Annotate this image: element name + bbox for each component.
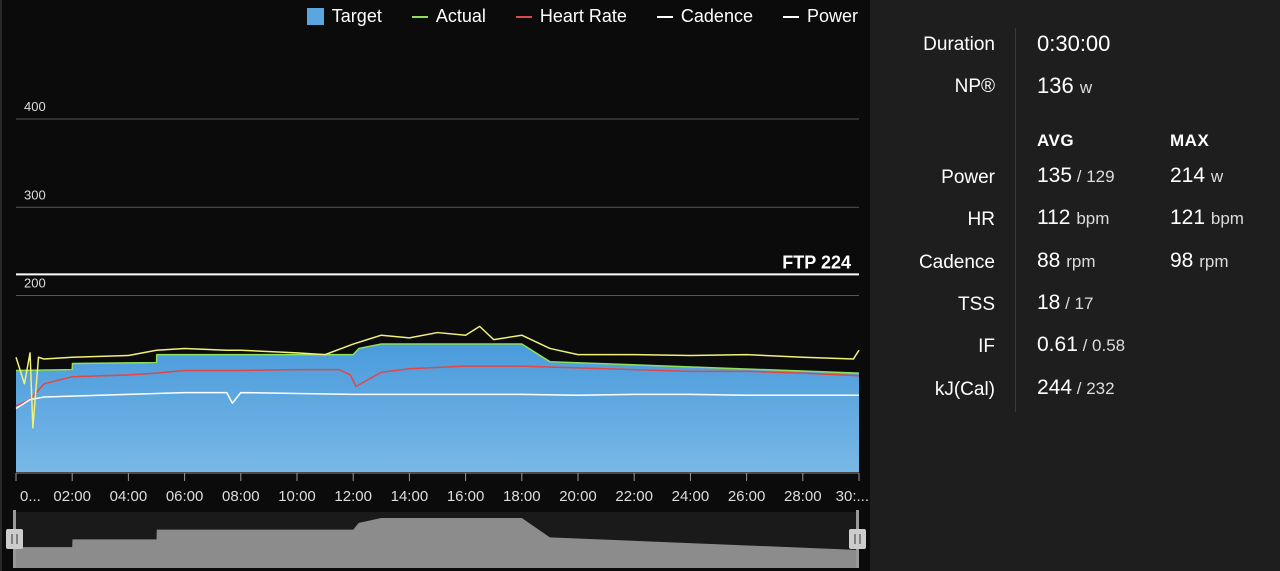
power-label: Power (941, 167, 995, 188)
avg-header: AVG (1037, 131, 1075, 150)
x-tick-label: 14:00 (391, 488, 429, 505)
actual-line (15, 343, 860, 374)
legend-cadence-label: Cadence (680, 6, 753, 26)
np-number: 136 (1037, 73, 1074, 98)
power-avg-target: 129 (1086, 167, 1115, 186)
legend-power[interactable]: Power (782, 6, 858, 27)
tss-avg-number: 18 (1037, 291, 1061, 314)
x-tick-label: 22:00 (615, 488, 653, 505)
legend-heart-rate-label: Heart Rate (539, 6, 627, 26)
power-avg-number: 135 (1037, 164, 1073, 187)
legend-actual-swatch (411, 15, 428, 18)
power-max: 214 w (1170, 164, 1223, 188)
hr-max-unit: bpm (1210, 209, 1244, 228)
kj-avg-sep: / (1072, 379, 1087, 398)
if-avg-number: 0.61 (1037, 333, 1078, 356)
ftp-label: FTP 224 (782, 252, 851, 272)
hr-avg: 112 bpm (1037, 206, 1109, 230)
legend-actual-label: Actual (435, 6, 486, 26)
legend-target[interactable]: Target (306, 6, 382, 27)
heart-rate-line (15, 365, 860, 407)
if-avg: 0.61 / 0.58 (1037, 333, 1125, 357)
cadence-max-number: 98 (1170, 249, 1194, 272)
tss-avg-sep: / (1060, 294, 1075, 313)
cadence-max: 98 rpm (1170, 249, 1228, 273)
if-avg-sep: / (1077, 336, 1093, 355)
overview-left-handle[interactable] (6, 529, 23, 549)
if-label: IF (978, 336, 995, 357)
x-tick-label: 02:00 (53, 488, 91, 505)
y-tick-label: 200 (24, 276, 46, 291)
x-tick-label: 20:00 (559, 488, 597, 505)
kj-avg: 244 / 232 (1037, 376, 1115, 400)
if-avg-target: 0.58 (1092, 336, 1126, 355)
tss-avg-target: 17 (1074, 294, 1094, 313)
power-line (15, 325, 860, 429)
power-max-number: 214 (1170, 164, 1206, 187)
hr-avg-unit: bpm (1076, 209, 1110, 228)
cadence-avg-unit: rpm (1066, 252, 1096, 271)
tss-avg: 18 / 17 (1037, 291, 1093, 315)
overview-area (16, 518, 859, 568)
legend-power-label: Power (806, 6, 858, 26)
legend-cadence[interactable]: Cadence (656, 6, 753, 27)
duration-value: 0:30:00 (1037, 31, 1111, 56)
np-label: NP® (954, 76, 995, 97)
x-tick-label: 08:00 (222, 488, 260, 505)
x-tick-label: 16:00 (447, 488, 485, 505)
x-tick-label: 06:00 (166, 488, 204, 505)
legend-power-swatch (782, 15, 799, 18)
power-avg-sep: / (1072, 167, 1087, 186)
np-unit: w (1079, 78, 1093, 97)
hr-label: HR (967, 209, 995, 230)
y-tick-label: 400 (24, 99, 46, 114)
cadence-line (15, 391, 859, 410)
x-tick-label: 26:00 (728, 488, 766, 505)
legend-heart-rate-swatch (515, 15, 532, 18)
x-tick-label: 04:00 (110, 488, 148, 505)
cadence-max-unit: rpm (1199, 252, 1229, 271)
x-tick-label: 28:00 (784, 488, 822, 505)
hr-max: 121 bpm (1170, 206, 1244, 230)
kj-label: kJ(Cal) (934, 379, 995, 400)
hr-avg-number: 112 (1037, 206, 1071, 229)
cadence-label: Cadence (918, 252, 995, 273)
power-max-unit: w (1210, 167, 1224, 186)
chart-panel: 200 300 400 FTP 224 0... 02:00 04:00 06:00 08:00… (0, 0, 870, 571)
legend-actual[interactable]: Actual (411, 6, 486, 27)
stats-panel: Duration 0:30:00 NP® 136 w AVG MAX Power… (870, 0, 1280, 571)
overview-right-handle[interactable] (849, 529, 866, 549)
x-tick-label: 24:00 (672, 488, 710, 505)
legend-heart-rate[interactable]: Heart Rate (515, 6, 627, 27)
tss-label: TSS (958, 294, 995, 315)
target-area (16, 344, 859, 472)
workout-chart: 200 300 400 FTP 224 0... 02:00 04:00 06:00 08:00… (6, 99, 869, 568)
power-avg: 135 / 129 (1037, 164, 1115, 188)
chart-legend: Target Actual Heart Rate Cadence Power (306, 6, 858, 27)
x-tick-label: 18:00 (503, 488, 541, 505)
x-tick-label: 12:00 (334, 488, 372, 505)
cadence-avg: 88 rpm (1037, 249, 1095, 273)
max-header: MAX (1170, 131, 1210, 150)
kj-avg-target: 232 (1086, 379, 1115, 398)
kj-avg-number: 244 (1037, 376, 1073, 399)
cadence-avg-number: 88 (1037, 249, 1061, 272)
legend-target-label: Target (331, 6, 382, 26)
x-tick-label: 30:... (836, 488, 869, 505)
x-tick-label: 0... (20, 488, 41, 505)
duration-label: Duration (923, 34, 995, 55)
stats-divider (1015, 28, 1016, 412)
np-value: 136 w (1037, 73, 1092, 99)
y-tick-label: 300 (24, 187, 46, 202)
hr-max-number: 121 (1170, 206, 1206, 229)
legend-target-swatch (306, 8, 324, 25)
x-tick-label: 10:00 (278, 488, 316, 505)
legend-cadence-swatch (656, 15, 673, 18)
